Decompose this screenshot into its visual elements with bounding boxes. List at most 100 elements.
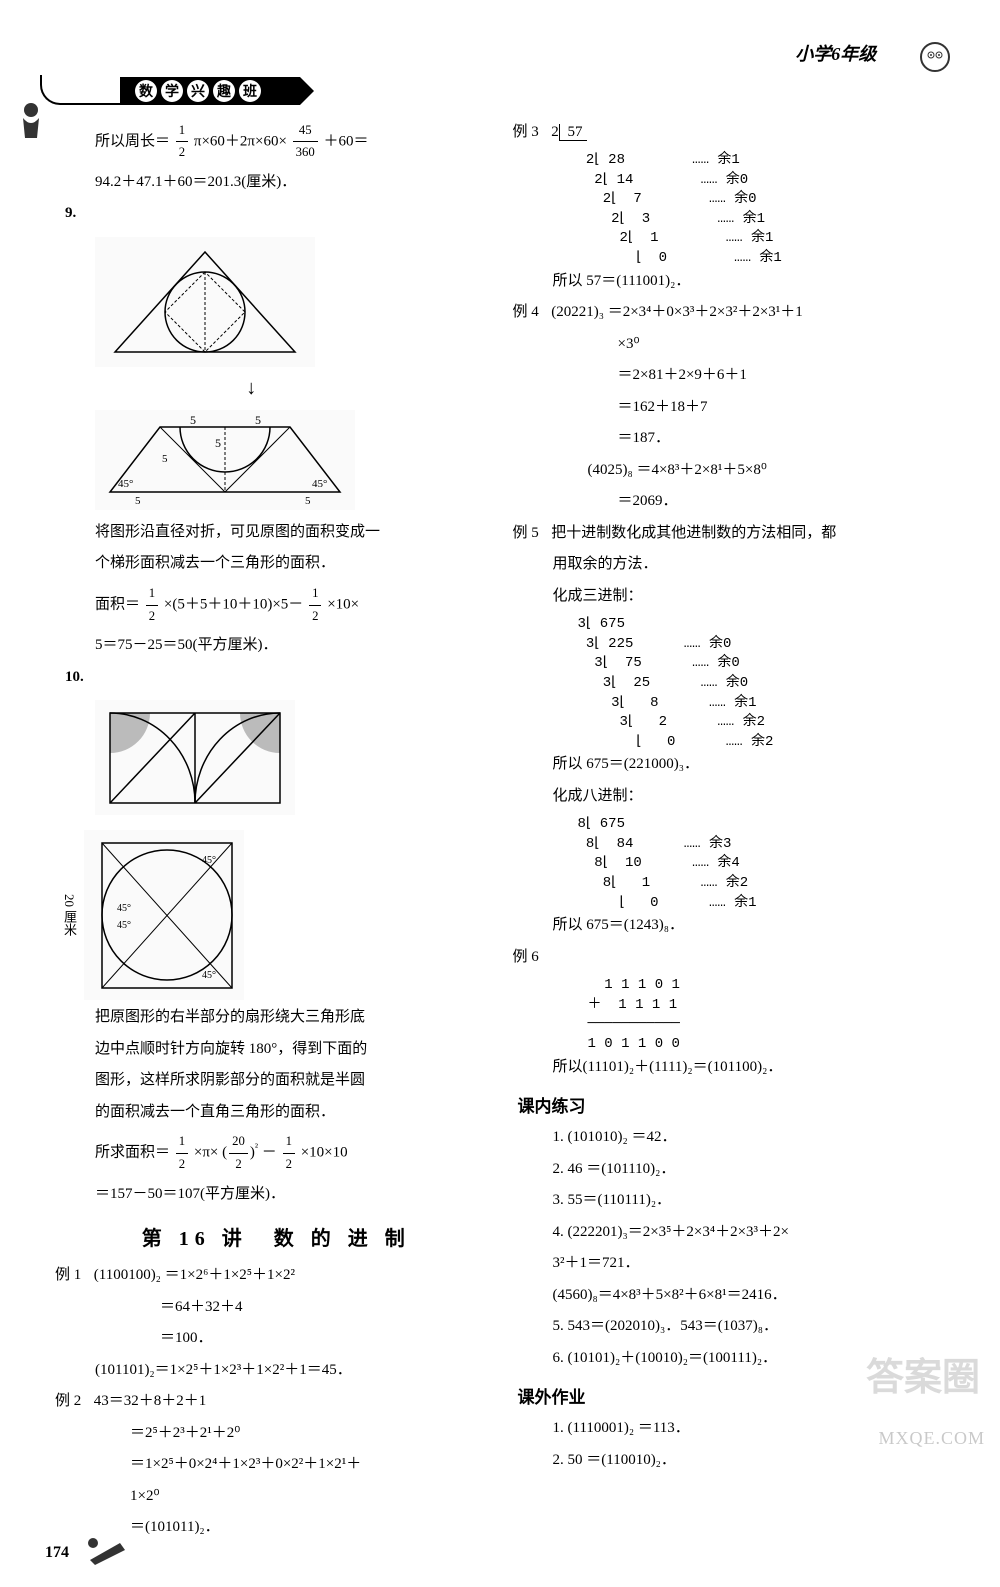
text: 所以周长＝ — [95, 133, 170, 149]
inclass-item: 3. 55＝(110111)₂． — [518, 1188, 951, 1214]
ex3-ladder: 2⌊ 28 …… 余1 2⌊ 14 …… 余0 2⌊ 7 …… 余0 2⌊ 3 … — [578, 151, 951, 269]
ribbon-char: 班 — [239, 80, 261, 102]
ex4-step: ＝187． — [518, 426, 951, 452]
text: ×10×10 — [301, 1145, 348, 1161]
p10-desc: 把原图形的右半部分的扇形绕大三角形底 — [60, 1005, 493, 1031]
ex2: 例 2 43＝32＋8＋2＋1 — [60, 1389, 493, 1415]
connector-line — [40, 75, 120, 105]
fraction: 202 — [229, 1131, 248, 1175]
svg-text:5: 5 — [255, 413, 261, 427]
example-label: 例 4 — [513, 300, 548, 326]
text: 把十进制数化成其他进制数的方法相同，都 — [551, 525, 836, 541]
watermark-url: MXQE.COM — [878, 1428, 985, 1449]
ex4-b: (4025)₈ ＝4×8³＋2×8¹＋5×8⁰ — [518, 458, 951, 484]
fraction: 12 — [146, 583, 158, 627]
example-label: 例 3 — [513, 120, 548, 146]
hw-item: 2. 50 ＝(110010)₂． — [518, 1448, 951, 1474]
figure-9b: 55 5 5 45°45° 55 — [95, 410, 355, 510]
text: ×π× — [194, 1145, 219, 1161]
svg-text:5: 5 — [190, 413, 196, 427]
problem-10: 10. — [60, 665, 493, 691]
p10-desc: 图形，这样所求阴影部分的面积就是半圆 — [60, 1068, 493, 1094]
section-16-title: 第 16 讲 数 的 进 制 — [60, 1222, 493, 1251]
text: 面积＝ — [95, 597, 140, 613]
ex1-step: ＝64＋32＋4 — [60, 1295, 493, 1321]
ribbon-char: 趣 — [213, 80, 235, 102]
p9-desc: 将图形沿直径对折，可见原图的面积变成一 — [60, 520, 493, 546]
ex5-ladder8: 8⌊ 675 8⌊ 84 …… 余3 8⌊ 10 …… 余4 8⌊ 1 …… 余… — [578, 815, 951, 913]
example-label: 例 2 — [55, 1389, 90, 1415]
arrow-down-icon: ↓ — [10, 377, 493, 400]
inclass-item: 2. 46 ＝(101110)₂． — [518, 1157, 951, 1183]
problem-9: 9. — [60, 201, 493, 227]
subject-ribbon: 数 学 兴 趣 班 — [120, 77, 300, 105]
p9-area-result: 5＝75－25＝50(平方厘米)． — [60, 633, 493, 659]
p10-area-result: ＝157－50＝107(平方厘米)． — [60, 1182, 493, 1208]
text: 43＝32＋8＋2＋1 — [94, 1393, 207, 1409]
p9-desc: 个梯形面积减去一个三角形的面积． — [60, 551, 493, 577]
fraction: 45360 — [293, 120, 318, 164]
dimension-label: 20 厘米 — [60, 894, 79, 936]
ex2-step: ＝2⁵＋2³＋2¹＋2⁰ — [60, 1421, 493, 1447]
ribbon-char: 学 — [161, 80, 183, 102]
text: ＋60＝ — [324, 133, 369, 149]
ex3: 例 3 2 57 — [518, 120, 951, 146]
right-column: 例 3 2 57 2⌊ 28 …… 余1 2⌊ 14 …… 余0 2⌊ 7 ……… — [518, 120, 951, 1547]
text: (1100100)₂ ＝1×2⁶＋1×2⁵＋1×2² — [94, 1267, 295, 1283]
svg-text:45°: 45° — [202, 855, 216, 866]
ex1: 例 1 (1100100)₂ ＝1×2⁶＋1×2⁵＋1×2² — [60, 1263, 493, 1289]
problem-number: 10. — [65, 665, 90, 691]
ex4-step: ＝2×81＋2×9＋6＋1 — [518, 363, 951, 389]
ex4-step: ×3⁰ — [518, 332, 951, 358]
ex5-res3: 所以 675＝(221000)₃． — [518, 752, 951, 778]
ex3-result: 所以 57＝(111001)₂． — [518, 269, 951, 295]
ex5-ladder3: 3⌊ 675 3⌊ 225 …… 余0 3⌊ 75 …… 余0 3⌊ 25 ……… — [578, 615, 951, 752]
exponent: ² — [255, 1143, 258, 1154]
text: 所求面积＝ — [95, 1145, 170, 1161]
ex4-b-result: ＝2069． — [518, 489, 951, 515]
svg-text:5: 5 — [135, 495, 141, 507]
cont-result: 94.2＋47.1＋60＝201.3(厘米)． — [60, 170, 493, 196]
example-label: 例 5 — [513, 521, 548, 547]
svg-text:45°: 45° — [117, 903, 131, 914]
figure-10b: 45° 45° 45° 45° — [84, 830, 244, 1000]
svg-text:5: 5 — [162, 453, 168, 465]
text: － — [262, 1145, 277, 1161]
inclass-item: 3²＋1＝721． — [518, 1251, 951, 1277]
ex2-step: ＝1×2⁵＋0×2⁴＋1×2³＋0×2²＋1×2¹＋ — [60, 1452, 493, 1478]
example-label: 例 1 — [55, 1263, 90, 1289]
inclass-item: 5. 543＝(202010)₃．543＝(1037)₈． — [518, 1314, 951, 1340]
ex6-result: 所以(11101)₂＋(1111)₂＝(101100)₂． — [518, 1055, 951, 1081]
inclass-item: (4560)₈＝4×8³＋5×8²＋6×8¹＝2416． — [518, 1283, 951, 1309]
p10-area: 所求面积＝ 12 ×π× (202)² － 12 ×10×10 — [60, 1131, 493, 1175]
figure-10a — [95, 700, 295, 815]
cont-perimeter: 所以周长＝ 12 π×60＋2π×60× 45360 ＋60＝ — [60, 120, 493, 164]
ex6-addition: 1 1 1 0 1 ＋ 1 1 1 1 ─────────── 1 0 1 1 … — [588, 976, 951, 1054]
figure-9a — [95, 237, 315, 367]
ex4-step: ＝162＋18＋7 — [518, 395, 951, 421]
svg-text:5: 5 — [215, 436, 221, 450]
svg-text:45°: 45° — [202, 970, 216, 981]
ex2-step: 1×2⁰ — [60, 1484, 493, 1510]
ex5-desc: 用取余的方法． — [518, 552, 951, 578]
example-label: 例 6 — [513, 945, 548, 971]
pencil-icon — [85, 1535, 135, 1572]
text: 化成八进制： — [553, 788, 643, 804]
ex5-lab3: 化成三进制： — [518, 584, 951, 610]
p10-desc: 边中点顺时针方向旋转 180°，得到下面的 — [60, 1037, 493, 1063]
watermark-brand: 答案圈 — [866, 1346, 980, 1401]
ex5-res8: 所以 675＝(1243)₈． — [518, 913, 951, 939]
ex5: 例 5 把十进制数化成其他进制数的方法相同，都 — [518, 521, 951, 547]
fraction: 12 — [176, 1131, 188, 1175]
text: ×10× — [327, 597, 359, 613]
ribbon-char: 兴 — [187, 80, 209, 102]
svg-text:45°: 45° — [312, 478, 327, 490]
problem-number: 9. — [65, 201, 90, 227]
p10-desc: 的面积减去一个直角三角形的面积． — [60, 1100, 493, 1126]
ex1-step: ＝100． — [60, 1326, 493, 1352]
inclass-title: 课内练习 — [518, 1092, 951, 1117]
left-column: 所以周长＝ 12 π×60＋2π×60× 45360 ＋60＝ 94.2＋47.… — [60, 120, 493, 1547]
ribbon-char: 数 — [135, 80, 157, 102]
svg-text:45°: 45° — [118, 478, 133, 490]
p9-area: 面积＝ 12 ×(5＋5＋10＋10)×5－ 12 ×10× — [60, 583, 493, 627]
